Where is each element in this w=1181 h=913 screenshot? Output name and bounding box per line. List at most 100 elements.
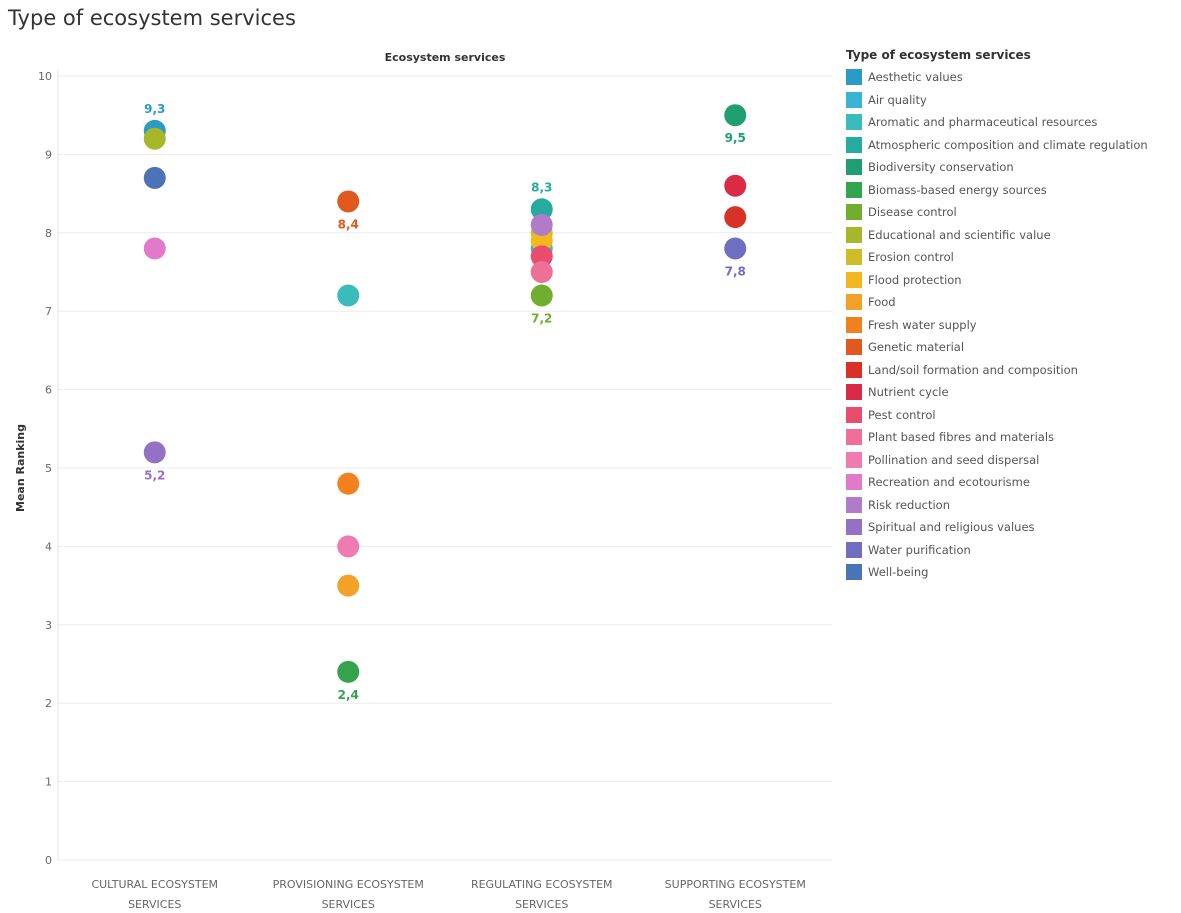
legend-swatch	[846, 541, 862, 558]
legend-label: Well-being	[868, 565, 929, 580]
legend-item[interactable]: Biomass-based energy sources	[846, 179, 1181, 202]
data-point	[724, 104, 747, 127]
data-point	[143, 166, 166, 189]
legend-swatch	[846, 496, 862, 513]
data-point	[337, 284, 360, 307]
legend-label: Biodiversity conservation	[868, 160, 1014, 175]
y-tick-label: 8	[45, 227, 52, 240]
data-label: 8,3	[531, 180, 552, 194]
x-category-label: SERVICES	[322, 898, 375, 911]
legend-item[interactable]: Flood protection	[846, 269, 1181, 292]
legend-title: Type of ecosystem services	[846, 48, 1031, 62]
legend-swatch	[846, 181, 862, 198]
legend-item[interactable]: Educational and scientific value	[846, 224, 1181, 247]
scatter-plot: Ecosystem services 0 1 2 3 4 5 6 7 8 9 10 Mean Ranki…	[14, 51, 832, 911]
legend-items: Aesthetic values Air quality Aromatic and …	[846, 66, 1181, 584]
legend-swatch	[846, 136, 862, 153]
y-tick-label: 4	[45, 540, 52, 553]
y-tick-label: 9	[45, 148, 52, 161]
legend-swatch	[846, 361, 862, 378]
legend-swatch	[846, 564, 862, 581]
x-category-label: SERVICES	[515, 898, 568, 911]
legend-label: Risk reduction	[868, 497, 950, 512]
x-category-label: REGULATING ECOSYSTEM	[471, 878, 613, 891]
legend-swatch	[846, 384, 862, 401]
y-tick-label: 3	[45, 619, 52, 632]
legend-item[interactable]: Land/soil formation and composition	[846, 359, 1181, 382]
data-point	[530, 261, 553, 283]
legend-label: Fresh water supply	[868, 317, 977, 332]
data-label: 7,2	[531, 312, 552, 326]
legend-item[interactable]: Fresh water supply	[846, 314, 1181, 337]
data-point	[337, 472, 360, 495]
legend-item[interactable]: Air quality	[846, 89, 1181, 112]
legend-item[interactable]: Recreation and ecotourisme	[846, 471, 1181, 494]
legend-swatch	[846, 226, 862, 243]
legend-item[interactable]: Well-being	[846, 561, 1181, 584]
legend-swatch	[846, 339, 862, 356]
legend-item[interactable]: Atmospheric composition and climate regu…	[846, 134, 1181, 157]
legend-item[interactable]: Pollination and seed dispersal	[846, 449, 1181, 472]
legend-label: Flood protection	[868, 272, 962, 287]
data-point	[337, 190, 360, 213]
x-category-label: CULTURAL ECOSYSTEM	[91, 878, 218, 891]
legend-swatch	[846, 474, 862, 491]
data-label: 2,4	[338, 688, 359, 702]
data-label: 7,8	[725, 264, 746, 278]
legend-swatch	[846, 271, 862, 288]
data-label: 9,5	[725, 131, 746, 145]
legend-item[interactable]: Food	[846, 291, 1181, 314]
legend-swatch	[846, 316, 862, 333]
legend-label: Disease control	[868, 205, 957, 220]
data-point	[337, 660, 360, 683]
legend-item[interactable]: Aesthetic values	[846, 66, 1181, 89]
y-tick-label: 2	[45, 697, 52, 710]
legend-label: Nutrient cycle	[868, 385, 949, 400]
legend-label: Educational and scientific value	[868, 227, 1051, 242]
legend-swatch	[846, 519, 862, 536]
data-point	[724, 237, 747, 260]
y-axis-label: Mean Ranking	[14, 424, 27, 512]
x-category-label: SERVICES	[128, 898, 181, 911]
legend-label: Recreation and ecotourisme	[868, 475, 1030, 490]
legend-item[interactable]: Pest control	[846, 404, 1181, 427]
legend-item[interactable]: Risk reduction	[846, 494, 1181, 517]
legend-swatch	[846, 69, 862, 86]
legend-item[interactable]: Biodiversity conservation	[846, 156, 1181, 179]
data-point	[143, 127, 166, 150]
legend-swatch	[846, 204, 862, 221]
y-tick-label: 7	[45, 305, 52, 318]
legend-item[interactable]: Plant based fibres and materials	[846, 426, 1181, 449]
legend-swatch	[846, 406, 862, 423]
legend-label: Erosion control	[868, 250, 954, 265]
legend-label: Food	[868, 295, 896, 310]
y-tick-label: 5	[45, 462, 52, 475]
data-point	[530, 198, 553, 221]
legend-swatch	[846, 294, 862, 311]
y-tick-label: 6	[45, 384, 52, 397]
x-category-label: SUPPORTING ECOSYSTEM	[665, 878, 806, 891]
legend-item[interactable]: Spiritual and religious values	[846, 516, 1181, 539]
chart-title: Type of ecosystem services	[8, 6, 296, 30]
legend-item[interactable]: Genetic material	[846, 336, 1181, 359]
legend-item[interactable]: Disease control	[846, 201, 1181, 224]
legend-item[interactable]: Aromatic and pharmaceutical resources	[846, 111, 1181, 134]
data-label: 9,3	[144, 102, 165, 116]
data-point	[143, 441, 166, 464]
legend-label: Water purification	[868, 542, 971, 557]
y-tick-label: 1	[45, 776, 52, 789]
x-category-label: SERVICES	[709, 898, 762, 911]
legend-label: Atmospheric composition and climate regu…	[868, 137, 1148, 152]
legend-label: Spiritual and religious values	[868, 520, 1035, 535]
legend: Type of ecosystem services Aesthetic val…	[846, 48, 1181, 584]
data-point	[530, 245, 553, 268]
legend-label: Genetic material	[868, 340, 965, 355]
legend-swatch	[846, 114, 862, 131]
legend-label: Aesthetic values	[868, 70, 963, 85]
data-point	[530, 229, 553, 252]
y-tick-label: 10	[38, 70, 52, 83]
legend-item[interactable]: Water purification	[846, 539, 1181, 562]
legend-item[interactable]: Erosion control	[846, 246, 1181, 269]
legend-item[interactable]: Nutrient cycle	[846, 381, 1181, 404]
data-point	[337, 535, 360, 558]
